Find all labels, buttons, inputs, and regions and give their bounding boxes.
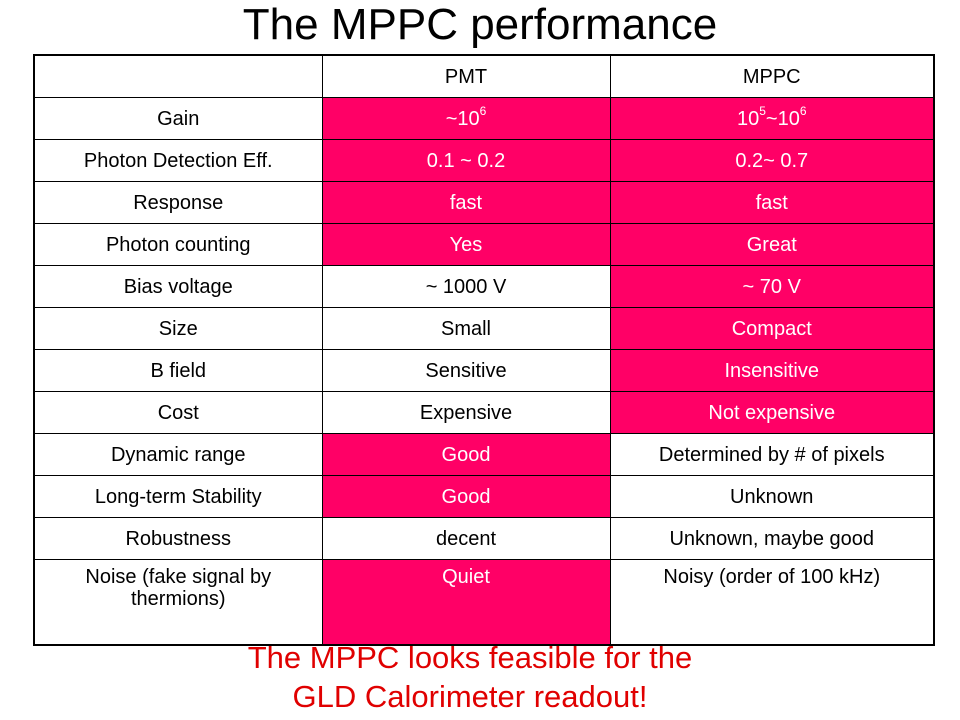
mppc-cell: fast [609,181,935,224]
row-label: Robustness [33,517,323,560]
row-label: Noise (fake signal by thermions) [33,559,323,646]
pmt-cell: ~106 [321,97,611,140]
table-row: Cost Expensive Not expensive [33,391,935,434]
mppc-cell: Not expensive [609,391,935,434]
row-label: Photon counting [33,223,323,266]
mppc-cell: Insensitive [609,349,935,392]
mppc-cell: 105~106 [609,97,935,140]
mppc-value: 10 [736,107,760,130]
mppc-cell: Unknown, maybe good [609,517,935,560]
row-label: B field [33,349,323,392]
conclusion-line-2: GLD Calorimeter readout! [292,679,648,714]
pmt-cell: Sensitive [321,349,611,392]
page-title: The MPPC performance [242,0,718,49]
pmt-cell: ~ 1000 V [321,265,611,308]
table-row: Size Small Compact [33,307,935,350]
pmt-cell: 0.1 ~ 0.2 [321,139,611,182]
row-label: Long-term Stability [33,475,323,518]
header-cell-mppc: MPPC [609,54,935,98]
pmt-cell: decent [321,517,611,560]
table-row: Dynamic range Good Determined by # of pi… [33,433,935,476]
pmt-cell: Yes [321,223,611,266]
pmt-exponent: 6 [479,103,487,118]
conclusion-line-1: The MPPC looks feasible for the [247,640,693,675]
row-label: Photon Detection Eff. [33,139,323,182]
mppc-exponent: 5 [759,103,766,118]
row-label: Gain [33,97,323,140]
mppc-cell: Great [609,223,935,266]
header-cell-empty [33,54,323,98]
row-label: Size [33,307,323,350]
header-cell-pmt: PMT [321,54,611,98]
pmt-cell: Small [321,307,611,350]
mppc-exponent-2: 6 [799,103,807,118]
table-row: Photon Detection Eff. 0.1 ~ 0.2 0.2~ 0.7 [33,139,935,182]
pmt-cell: fast [321,181,611,224]
mppc-cell: Noisy (order of 100 kHz) [609,559,935,646]
row-label: Cost [33,391,323,434]
table-row: Response fast fast [33,181,935,224]
table-row: Bias voltage ~ 1000 V ~ 70 V [33,265,935,308]
mppc-cell: Compact [609,307,935,350]
pmt-cell: Quiet [321,559,611,646]
row-label: Response [33,181,323,224]
mppc-cell: Unknown [609,475,935,518]
mppc-cell: Determined by # of pixels [609,433,935,476]
conclusion-text: The MPPC looks feasible for the GLD Calo… [0,638,940,716]
pmt-value: ~10 [445,107,480,130]
row-label: Bias voltage [33,265,323,308]
comparison-table: PMT MPPC Gain ~106 105~106 Photon Detect… [33,54,935,646]
table-row: Noise (fake signal by thermions) Quiet N… [33,559,935,646]
table-row: Robustness decent Unknown, maybe good [33,517,935,560]
mppc-value-mid: ~10 [765,107,800,130]
pmt-cell: Good [321,475,611,518]
pmt-cell: Good [321,433,611,476]
table-row: Gain ~106 105~106 [33,97,935,140]
table-row: Photon counting Yes Great [33,223,935,266]
row-label: Dynamic range [33,433,323,476]
table-row: Long-term Stability Good Unknown [33,475,935,518]
mppc-cell: ~ 70 V [609,265,935,308]
mppc-cell: 0.2~ 0.7 [609,139,935,182]
pmt-cell: Expensive [321,391,611,434]
table-header-row: PMT MPPC [33,54,935,98]
table-row: B field Sensitive Insensitive [33,349,935,392]
